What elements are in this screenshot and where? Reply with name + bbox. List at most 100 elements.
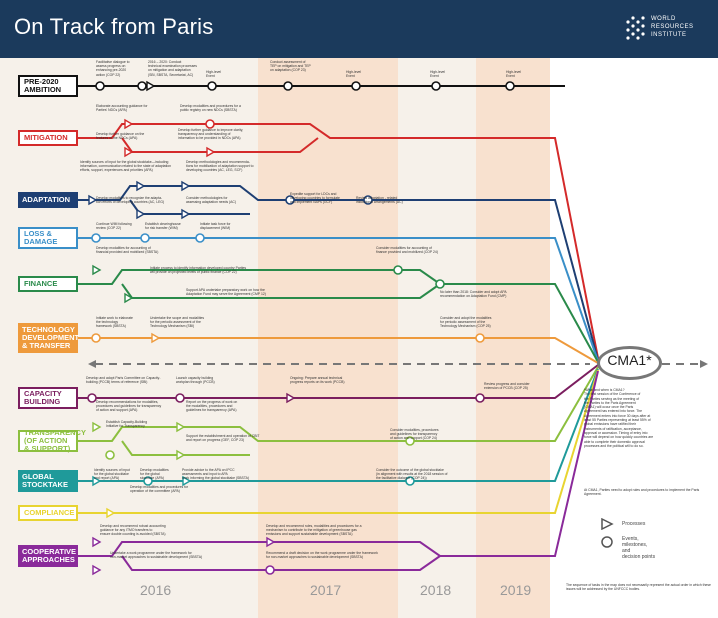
row-label-capacity: CAPACITY BUILDING: [18, 387, 78, 409]
milestone-note: Undertake a work programme under the fra…: [110, 551, 203, 560]
milestone-note: Develop and recommend robust accounting …: [100, 524, 166, 537]
process-triangle-icon: [176, 449, 186, 461]
process-triangle-icon: [176, 421, 186, 433]
milestone-note: Consider modalities, procedures and guid…: [390, 428, 439, 441]
milestone-circle-icon: [175, 393, 185, 403]
row-label-loss_damage: LOSS & DAMAGE: [18, 227, 78, 249]
track-cooperative: [78, 370, 599, 557]
milestone-note: High-level Event: [206, 70, 222, 79]
milestone-note: Consider and adopt the modalities for pe…: [440, 316, 492, 329]
row-label-text: TECHNOLOGY: [22, 325, 75, 334]
row-label-text: GLOBAL: [22, 472, 54, 481]
milestone-note: Launch capacity building workplan throug…: [176, 376, 215, 385]
milestone-circle-icon: [265, 565, 275, 575]
milestone-note: Identify sources of input for the global…: [80, 160, 172, 173]
milestone-circle-icon: [405, 436, 415, 446]
milestone-circle-icon: [195, 233, 205, 243]
row-label-text: COOPERATIVE: [22, 547, 77, 556]
milestone-note: Report on the progress of work on the mo…: [186, 400, 238, 413]
roadmap-lines: [75, 58, 718, 618]
arrow-right-icon: [700, 360, 708, 368]
milestone-note: 2016 – 2020: Conduct technical examinati…: [148, 60, 198, 77]
milestone-circle-icon: [207, 81, 217, 91]
track-finance: [121, 283, 441, 299]
milestone-circle-icon: [475, 333, 485, 343]
row-label-text: BUILDING: [24, 397, 61, 406]
milestone-note: Consider the outcome of the global stock…: [376, 468, 448, 481]
row-label-compliance: COMPLIANCE: [18, 505, 78, 521]
wri-logo-text: WORLD RESOURCES INSTITUTE: [651, 16, 694, 38]
milestone-note: Review progress and consider extension o…: [484, 382, 530, 391]
process-triangle-icon: [92, 536, 102, 548]
milestone-note: Conduct assessment of TEP on mitigation …: [270, 60, 311, 73]
milestone-note: Initiate process to identify information…: [150, 266, 247, 275]
milestone-note: Develop and recommend rules, modalities …: [266, 524, 362, 537]
row-label-text: PRE-2020: [24, 77, 59, 86]
track-technology: [78, 337, 599, 364]
arrow-left-icon: [88, 360, 96, 368]
row-label-technology: TECHNOLOGY DEVELOPMENT & TRANSFER: [18, 323, 79, 353]
process-triangle-icon: [92, 475, 102, 487]
milestone-circle-icon: [205, 119, 215, 129]
milestone-note: Consider methodologies for assessing ada…: [186, 196, 236, 205]
process-triangle-icon: [182, 475, 192, 487]
row-label-text: APPROACHES: [22, 555, 75, 564]
year-2019: 2019: [500, 582, 532, 598]
milestone-note: Ongoing: Prepare annual technical progre…: [290, 376, 345, 385]
process-triangle-icon: [206, 146, 216, 158]
process-triangle-icon: [181, 180, 191, 192]
milestone-note: Provide advice to the APA on IPCC assess…: [182, 468, 250, 481]
milestone-circle-icon: [475, 393, 485, 403]
milestone-circle-icon: [91, 233, 101, 243]
row-label-text: STOCKTAKE: [22, 480, 68, 489]
milestone-circle-icon: [140, 233, 150, 243]
milestone-note: Support the establishment and operation …: [186, 434, 260, 443]
milestone-note: High-level Event: [430, 70, 446, 79]
milestone-note: Continue WIM following review (COP 22): [96, 222, 132, 231]
milestone-note: Develop modalities for the global stockt…: [140, 468, 169, 481]
row-label-text: AMBITION: [24, 85, 62, 94]
milestone-note: Develop recommendations for modalities, …: [96, 400, 162, 413]
header-bar: On Track from Paris WORLD RESOURCES INST…: [0, 0, 718, 58]
milestone-note: Expedite support for LDCs and developing…: [290, 192, 340, 205]
milestone-circle-icon: [283, 81, 293, 91]
milestone-note: Initiate task force for displacement (WI…: [200, 222, 231, 231]
milestone-note: Identify sources of input for the global…: [94, 468, 130, 481]
track-stocktake: [78, 368, 599, 482]
milestone-note: Develop further guidance on the features…: [96, 132, 145, 141]
row-label-cooperative: COOPERATIVE APPROACHES: [18, 545, 78, 567]
milestone-note: No later than 2018: Consider and adopt A…: [440, 290, 507, 299]
track-transparency: [78, 366, 599, 442]
row-label-mitigation: MITIGATION: [18, 130, 78, 146]
row-label-transparency: TRANSPARENCY (OF ACTION & SUPPORT): [18, 428, 86, 453]
row-label-text: TRANSPARENCY: [24, 428, 86, 437]
process-triangle-icon: [124, 292, 134, 304]
milestone-note: Develop and adopt Paris Committee on Cap…: [86, 376, 161, 385]
row-label-adaptation: ADAPTATION: [18, 192, 78, 208]
row-label-finance: FINANCE: [18, 276, 78, 292]
track-compliance: [78, 369, 599, 514]
track-adaptation: [78, 185, 599, 361]
cma1-label: CMA1*: [607, 352, 652, 368]
milestone-circle-icon: [137, 81, 147, 91]
process-triangle-icon: [92, 264, 102, 276]
wri-logo-icon: [626, 16, 645, 40]
milestone-circle-icon: [143, 476, 153, 486]
legend-processes: Processes: [622, 521, 646, 527]
footnote: The sequence of tasks in the map does no…: [566, 583, 711, 592]
process-triangle-icon: [88, 194, 98, 206]
milestone-note: Support APA undertake preparatory work o…: [186, 288, 266, 297]
legend-events: Events, milestones, and decision points: [622, 536, 656, 560]
roadmap-canvas: [0, 58, 718, 618]
row-label-text: DAMAGE: [24, 237, 58, 246]
year-2017: 2017: [310, 582, 342, 598]
milestone-circle-icon: [285, 195, 295, 205]
milestone-circle-icon: [351, 81, 361, 91]
process-triangle-icon: [601, 518, 614, 530]
milestone-note: Develop modalities to recognize the adap…: [96, 196, 165, 205]
row-label-text: FINANCE: [24, 279, 58, 288]
row-label-text: LOSS &: [24, 229, 52, 238]
track-cooperative: [121, 555, 441, 571]
milestone-circle-icon: [405, 476, 415, 486]
row-label-pre2020: PRE-2020 AMBITION: [18, 75, 78, 97]
